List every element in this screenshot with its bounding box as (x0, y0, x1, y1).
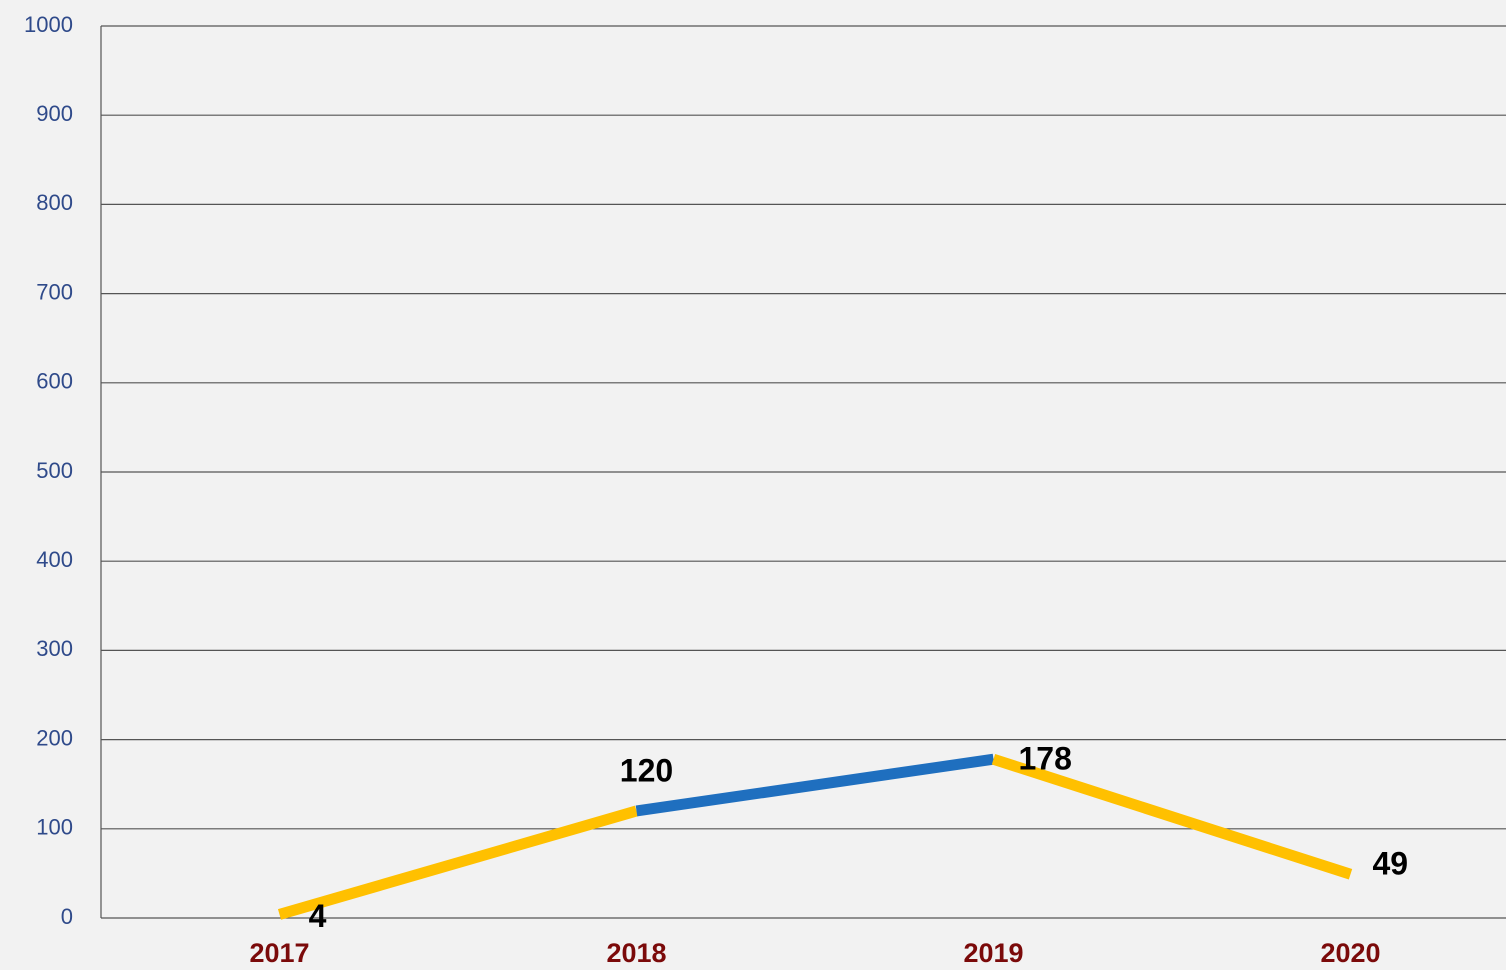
x-tick-label: 2017 (249, 938, 309, 968)
line-segment (277, 805, 639, 920)
data-label: 120 (620, 752, 673, 788)
x-tick-label: 2018 (606, 938, 666, 968)
y-tick-label: 500 (36, 458, 73, 483)
y-tick-label: 100 (36, 815, 73, 840)
data-label: 49 (1373, 846, 1409, 882)
data-label: 4 (309, 898, 327, 934)
y-tick-label: 700 (36, 279, 73, 304)
y-tick-label: 0 (61, 904, 73, 929)
y-tick-label: 600 (36, 369, 73, 394)
y-tick-label: 900 (36, 101, 73, 126)
x-tick-label: 2019 (963, 938, 1023, 968)
line-segment (991, 753, 1353, 880)
y-tick-label: 200 (36, 725, 73, 750)
data-label: 178 (1019, 741, 1072, 777)
y-tick-label: 400 (36, 547, 73, 572)
y-tick-label: 1000 (24, 12, 73, 37)
y-tick-label: 800 (36, 190, 73, 215)
x-tick-label: 2020 (1320, 938, 1380, 968)
y-tick-label: 300 (36, 636, 73, 661)
line-segment (635, 753, 995, 817)
